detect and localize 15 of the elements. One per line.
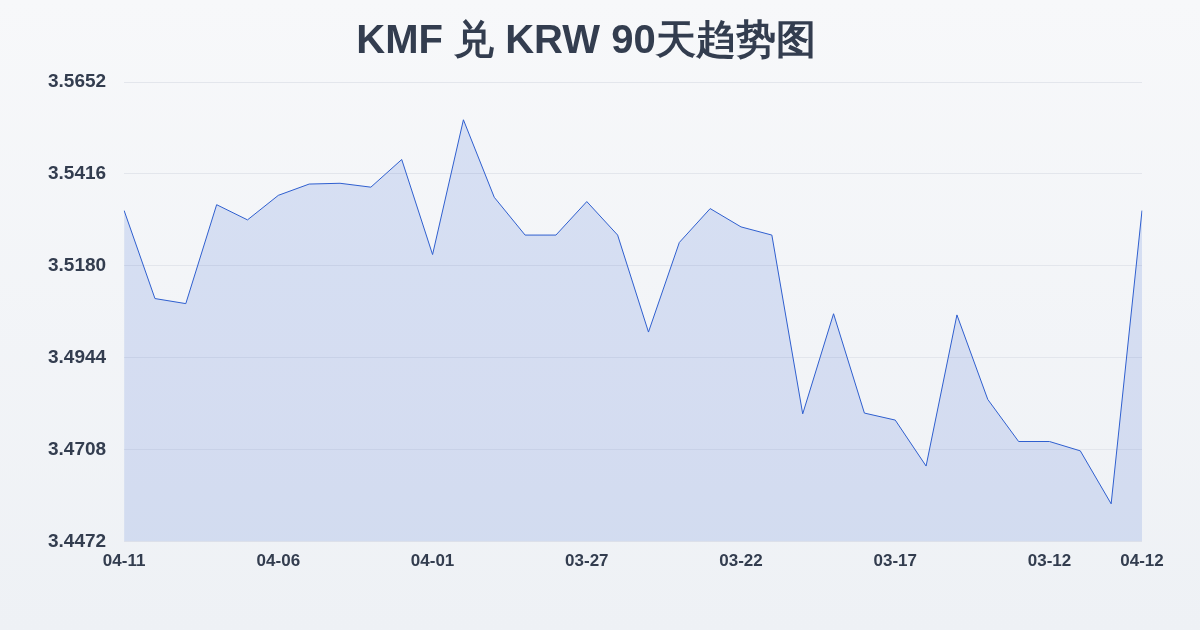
y-tick-label: 3.4944 <box>47 345 107 367</box>
x-tick-label: 04-01 <box>410 551 455 571</box>
y-tick-label: 3.5416 <box>47 162 107 184</box>
y-tick-label: 3.4708 <box>47 437 107 459</box>
chart-title: KMF 兑 KRW 90天趋势图 <box>356 17 816 62</box>
x-tick-label: 04-11 <box>102 551 146 571</box>
y-tick-label: 3.4472 <box>47 529 107 551</box>
y-tick-label: 3.5652 <box>47 70 107 92</box>
y-tick-label: 3.5180 <box>47 254 107 276</box>
x-tick-label: 03-27 <box>565 551 609 571</box>
x-tick-label: 03-17 <box>873 551 917 571</box>
x-tick-label: 04-06 <box>256 551 301 571</box>
x-tick-label: 03-12 <box>1027 551 1072 571</box>
x-tick-label: 03-22 <box>719 551 763 571</box>
x-tick-label: 04-12 <box>1120 551 1164 571</box>
